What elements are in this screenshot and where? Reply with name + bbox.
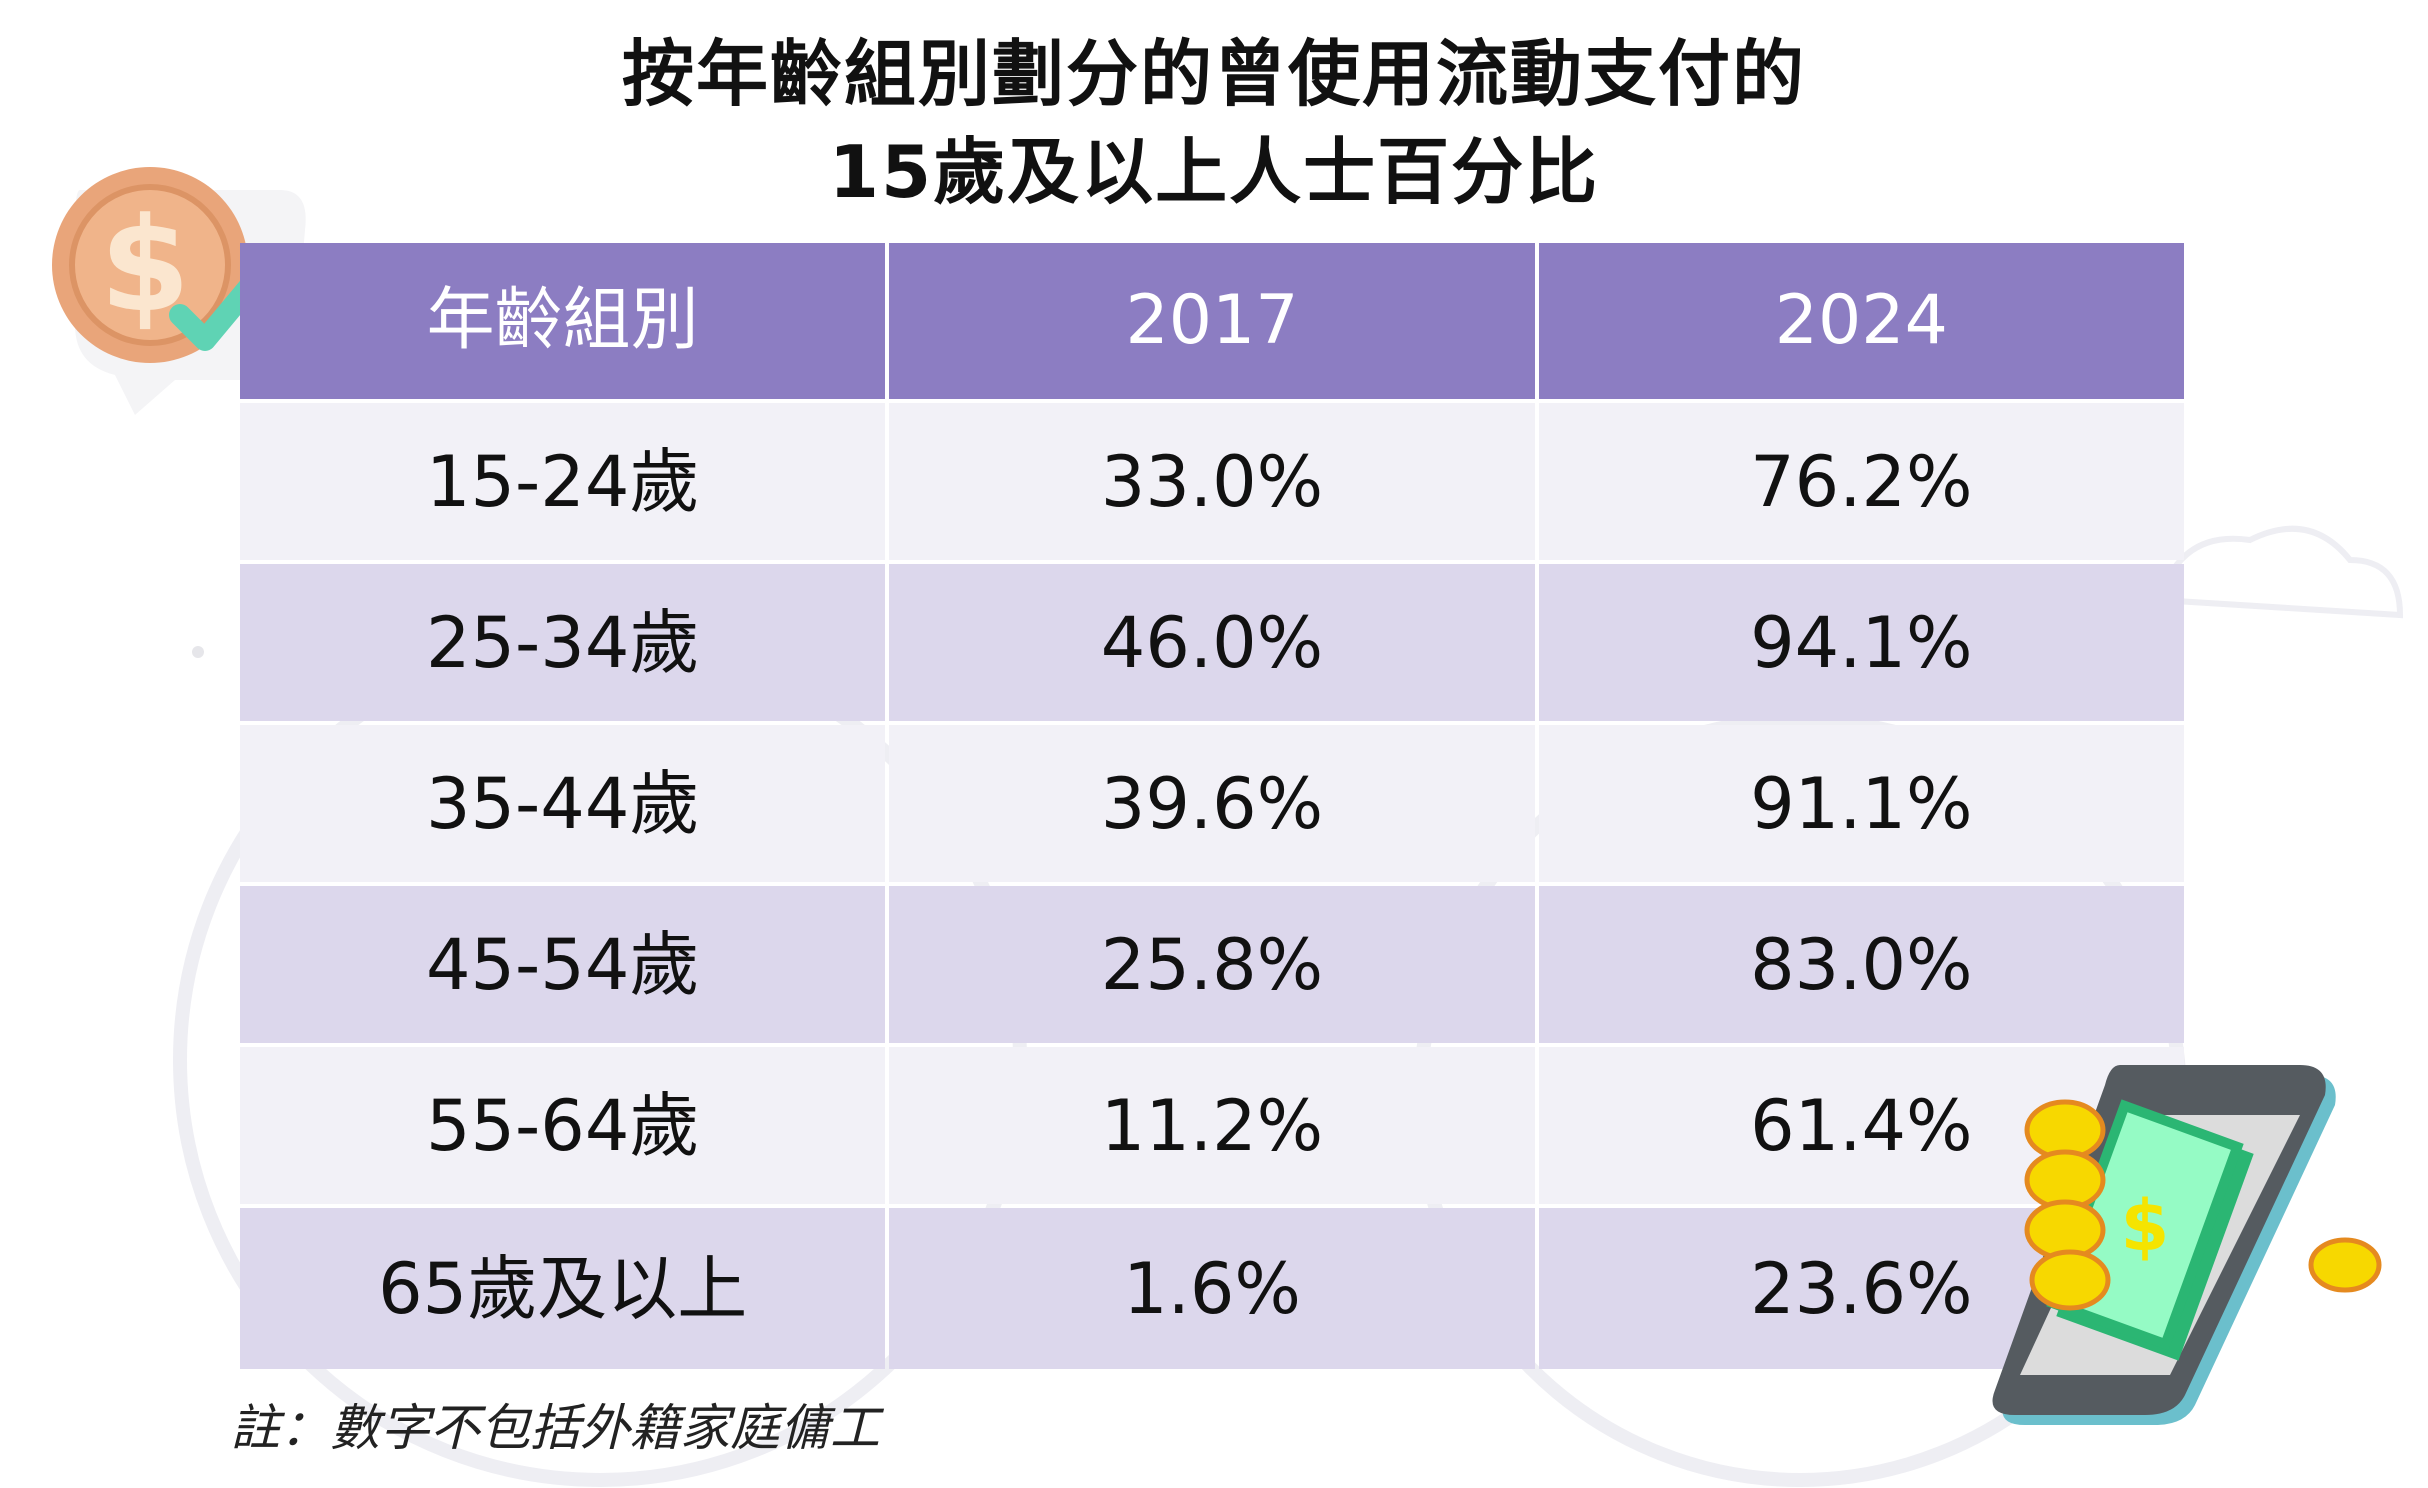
- age-group-cell: 25-34歲: [240, 564, 886, 721]
- value-2024-cell: 94.1%: [1538, 564, 2184, 721]
- table-row: 65歲及以上 1.6% 23.6%: [240, 1208, 2184, 1369]
- svg-text:$: $: [2121, 1185, 2170, 1267]
- phone-money-icon: $: [1992, 1065, 2382, 1425]
- value-2024-cell: 83.0%: [1538, 886, 2184, 1043]
- header-2024: 2024: [1538, 243, 2184, 399]
- footnote: 註：數字不包括外籍家庭傭工: [230, 1399, 880, 1457]
- age-group-cell: 65歲及以上: [240, 1208, 886, 1369]
- title-line-1: 按年齡組別劃分的曾使用流動支付的: [621, 32, 1806, 116]
- table-row: 15-24歲 33.0% 76.2%: [240, 403, 2184, 560]
- age-group-cell: 45-54歲: [240, 886, 886, 1043]
- title-line-2: 15歲及以上人士百分比: [828, 130, 1600, 214]
- value-2017-cell: 1.6%: [889, 1208, 1535, 1369]
- value-2024-cell: 91.1%: [1538, 725, 2184, 882]
- table-row: 25-34歲 46.0% 94.1%: [240, 564, 2184, 721]
- age-group-cell: 35-44歲: [240, 725, 886, 882]
- table-row: 55-64歲 11.2% 61.4%: [240, 1047, 2184, 1204]
- value-2017-cell: 46.0%: [889, 564, 1535, 721]
- age-group-cell: 55-64歲: [240, 1047, 886, 1204]
- header-age-group: 年齡組別: [240, 243, 886, 399]
- table-row: 45-54歲 25.8% 83.0%: [240, 886, 2184, 1043]
- header-2017: 2017: [889, 243, 1535, 399]
- value-2017-cell: 39.6%: [889, 725, 1535, 882]
- value-2017-cell: 33.0%: [889, 403, 1535, 560]
- data-table: 年齡組別 2017 2024 15-24歲 33.0% 76.2% 25-34歲…: [240, 243, 2184, 1369]
- value-2017-cell: 11.2%: [889, 1047, 1535, 1204]
- table-row: 35-44歲 39.6% 91.1%: [240, 725, 2184, 882]
- value-2017-cell: 25.8%: [889, 886, 1535, 1043]
- table-header-row: 年齡組別 2017 2024: [240, 243, 2184, 399]
- age-group-cell: 15-24歲: [240, 403, 886, 560]
- value-2024-cell: 76.2%: [1538, 403, 2184, 560]
